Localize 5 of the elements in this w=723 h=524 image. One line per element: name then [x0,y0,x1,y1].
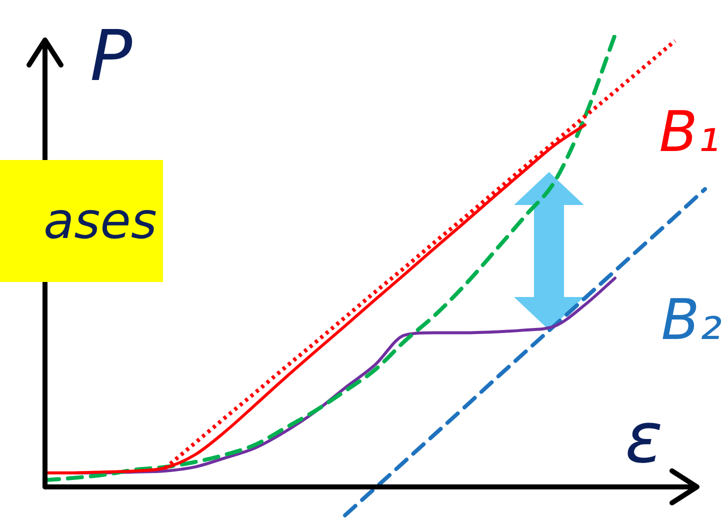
series-label: B₁ [659,100,720,165]
y-axis-title: P [90,15,133,97]
annotation: ases [0,160,163,282]
series-label: B₂ [661,288,722,354]
x-axis-title: ε [625,396,663,479]
